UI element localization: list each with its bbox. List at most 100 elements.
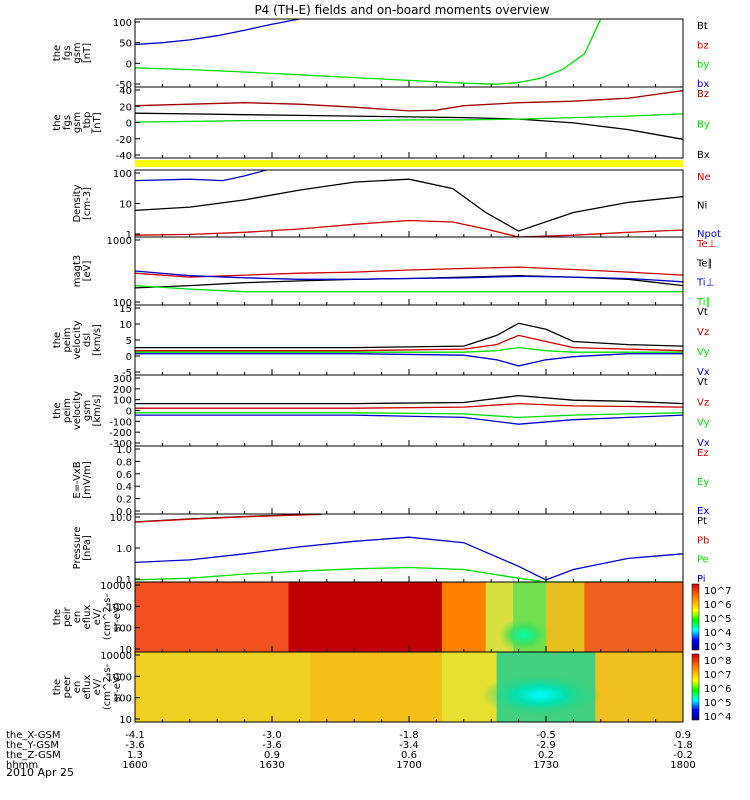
y-tick-label: 5 [126, 336, 132, 347]
y-axis-label: thepeerenefluxeV/(cm^2-s-sr-eV) [52, 663, 123, 710]
y-tick-label: -100 [109, 417, 132, 428]
panel-frame [134, 513, 684, 583]
y-axis-label-line: [eV] [82, 261, 93, 282]
colorbar-label: 10^7 [704, 670, 731, 681]
heatmap-band [135, 582, 289, 652]
heatmap-band [441, 582, 487, 652]
colorbar-label: 10^7 [704, 586, 731, 597]
legend-entry: Vt [697, 377, 708, 388]
heatmap-band [546, 582, 585, 652]
ephemeris-value: -1.8 [673, 740, 693, 751]
y-tick-label: 0.8 [116, 457, 132, 468]
y-axis-label-line: en [72, 611, 83, 624]
y-tick-label: 1.0 [116, 544, 132, 555]
y-axis-label-line: the [52, 609, 63, 625]
legend-entry: Te∥ [696, 258, 713, 269]
legend-entry: Pi [697, 574, 706, 585]
colorbar-label: 10^4 [704, 628, 731, 639]
y-tick-label: 1 [126, 230, 132, 241]
panel-p1: Bt bz by bx 100 50 0 -50 thefgsgsm[nT] [52, 18, 709, 91]
legend-entry: by [697, 60, 709, 71]
series-line [135, 284, 683, 293]
legend-entry: Ey [697, 477, 709, 488]
heatmap-band [288, 582, 443, 652]
colorbar-label: 10^6 [704, 684, 731, 695]
heatmap-band [135, 652, 311, 722]
y-tick-label: -300 [109, 439, 132, 450]
panel-p3: Ne Ni Npot 100 10 1 Density[cm-3] [72, 169, 721, 241]
legend-entry: Vx [697, 438, 710, 449]
series-line [135, 412, 683, 419]
ephemeris-row-label: the_X-GSM [6, 730, 60, 741]
y-axis-label-line: the [52, 45, 63, 61]
y-tick-label: 100 [113, 624, 132, 635]
series-line [135, 19, 602, 85]
legend-entry: Ni [697, 201, 707, 212]
ephemeris-value: -0.5 [536, 730, 556, 741]
legend-entry: Vz [697, 327, 709, 338]
y-axis-label-line: peer [62, 675, 73, 699]
colorbar-label: 10^4 [704, 712, 731, 723]
y-axis-label-line: [km/s] [92, 394, 103, 426]
ephemeris-value: 1.3 [127, 750, 143, 761]
colorbar [691, 583, 700, 651]
y-tick-label: 20 [119, 102, 132, 113]
legend-entry: Bx [697, 150, 710, 161]
y-tick-label: 10.0 [110, 513, 132, 524]
y-tick-label: 40 [119, 86, 132, 97]
y-axis-label-line: fgs [62, 45, 73, 60]
y-axis-label-line: [km/s] [92, 324, 103, 356]
y-tick-label: 0.6 [116, 470, 132, 481]
ephemeris-value: 1600 [122, 760, 147, 771]
y-axis-label: thepeirenefluxeV/(cm^2-s-sr-eV) [52, 593, 123, 640]
y-axis-label-line: [cm-3] [82, 187, 93, 220]
y-axis-label-line: [nT] [82, 43, 93, 63]
y-tick-label: 100 [113, 694, 132, 705]
series-line [135, 19, 300, 46]
y-tick-label: 0.1 [116, 575, 132, 586]
heatmap-core [498, 617, 551, 652]
panel-frame [134, 86, 684, 159]
ephemeris-value: 1800 [670, 760, 695, 771]
y-axis-label: thepeimvelocitygsm[km/s] [52, 391, 103, 430]
legend-entry: Pt [697, 516, 707, 527]
y-axis-label: Density[cm-3] [72, 184, 93, 222]
series-line [135, 346, 683, 353]
y-axis-label-line: velocity [72, 391, 83, 430]
panel-frame [134, 304, 684, 376]
legend-entry: By [697, 120, 710, 131]
y-tick-label: 50 [119, 39, 132, 50]
y-tick-label: 100 [113, 18, 132, 29]
legend-entry: Vy [697, 347, 710, 358]
legend-entry: Ne [697, 172, 711, 183]
y-tick-label: 100 [113, 169, 132, 180]
y-tick-label: 0.2 [116, 495, 132, 506]
legend-entry: Vx [697, 367, 710, 378]
y-axis-label-line: _tbp [82, 112, 93, 135]
y-axis-label-line: en [72, 681, 83, 694]
y-tick-label: 0 [126, 352, 132, 363]
y-axis-label: thefgsgsm_tbp[nT] [52, 112, 103, 135]
y-tick-label: 10 [119, 715, 132, 726]
quality-bar [135, 160, 683, 167]
y-axis-label-line: the [52, 114, 63, 130]
colorbar [691, 653, 700, 721]
ephemeris-row-label: the_Z-GSM [6, 750, 61, 761]
ephemeris-value: 1730 [533, 760, 558, 771]
y-tick-label: -20 [116, 135, 132, 146]
ephemeris-value: -1.8 [399, 730, 419, 741]
series-line [135, 113, 683, 123]
y-axis-label-line: dsl [82, 333, 93, 347]
panel-p8: Pt Pb Pe Pi 10.0 1.0 0.1 Pressure[nPa] [72, 513, 709, 586]
legend-entry: Te⊥ [696, 239, 716, 250]
series-line [135, 334, 683, 352]
y-tick-label: 1000 [107, 602, 132, 613]
y-tick-label: 10 [119, 320, 132, 331]
y-axis-label-line: (cm^2-s- [102, 593, 113, 640]
y-tick-label: 100 [113, 298, 132, 309]
series-line [135, 266, 683, 278]
y-axis-label-line: sr-eV) [112, 672, 123, 701]
y-axis-label-line: [nT] [92, 112, 103, 132]
y-tick-label: 200 [113, 385, 132, 396]
